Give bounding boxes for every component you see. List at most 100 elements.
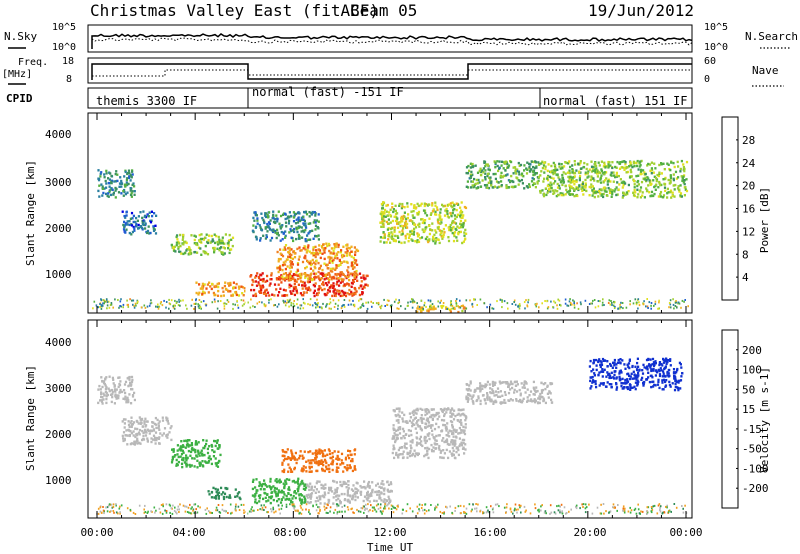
range-gate-cell	[473, 177, 476, 181]
range-gate-cell	[286, 294, 289, 297]
range-gate-cell	[429, 415, 432, 419]
range-gate-cell	[525, 172, 529, 175]
range-gate-cell	[272, 498, 275, 502]
range-gate-cell	[126, 434, 129, 437]
range-gate-cell	[320, 272, 323, 275]
range-gate-cell	[131, 183, 134, 187]
range-gate-cell	[224, 487, 227, 490]
range-gate-cell	[663, 367, 666, 371]
range-gate-cell	[323, 248, 326, 251]
range-gate-cell	[113, 384, 116, 388]
range-gate-cell	[597, 171, 600, 174]
range-gate-cell	[453, 233, 456, 236]
range-gate-cell	[669, 190, 672, 194]
range-gate-cell	[207, 456, 210, 460]
range-gate-cell	[268, 294, 271, 297]
range-gate-cell	[573, 175, 576, 178]
range-gate-cell	[659, 183, 662, 187]
range-gate-cell	[409, 450, 412, 453]
range-gate-cell	[218, 238, 221, 241]
range-gate-cell	[165, 434, 168, 437]
noise-cell	[569, 302, 572, 304]
range-gate-cell	[562, 171, 565, 174]
range-gate-cell	[463, 413, 466, 417]
range-gate-cell	[183, 439, 186, 443]
range-gate-cell	[131, 230, 134, 234]
range-gate-cell	[122, 437, 125, 440]
range-gate-cell	[283, 294, 286, 297]
range-gate-cell	[105, 376, 108, 379]
range-gate-cell	[314, 224, 318, 227]
range-gate-cell	[575, 186, 578, 189]
range-gate-cell	[258, 481, 261, 484]
range-gate-cell	[290, 470, 293, 473]
range-gate-cell	[294, 222, 298, 225]
range-gate-cell	[355, 259, 358, 262]
noise-cell	[393, 300, 396, 303]
range-gate-cell	[483, 398, 486, 401]
range-gate-cell	[123, 397, 126, 400]
range-gate-cell	[649, 183, 652, 186]
range-gate-cell	[110, 174, 113, 178]
range-gate-cell	[416, 423, 419, 427]
range-gate-cell	[105, 394, 108, 397]
range-gate-cell	[445, 207, 448, 211]
range-gate-cell	[439, 215, 442, 218]
range-gate-cell	[311, 258, 314, 262]
noise-cell	[106, 307, 108, 310]
range-gate-cell	[339, 463, 342, 466]
range-gate-cell	[326, 453, 329, 456]
noise-cell	[377, 303, 380, 306]
range-gate-cell	[317, 288, 321, 291]
noise-cell	[420, 299, 423, 302]
range-gate-cell	[493, 383, 496, 386]
range-gate-cell	[281, 268, 284, 272]
range-gate-cell	[353, 258, 356, 262]
range-gate-cell	[489, 176, 492, 179]
range-gate-cell	[354, 292, 357, 296]
range-gate-cell	[326, 283, 329, 287]
noise-cell	[106, 304, 109, 307]
range-gate-cell	[289, 228, 292, 231]
range-gate-cell	[397, 236, 400, 239]
range-gate-cell	[261, 216, 264, 220]
range-gate-cell	[188, 246, 191, 249]
range-gate-cell	[188, 439, 191, 442]
range-gate-cell	[327, 272, 330, 275]
noise-cell	[643, 300, 645, 303]
range-gate-cell	[393, 239, 396, 242]
range-gate-cell	[217, 235, 220, 239]
range-gate-cell	[293, 230, 296, 234]
range-gate-cell	[301, 467, 304, 470]
range-gate-cell	[234, 286, 237, 289]
noise-cell	[366, 307, 369, 310]
range-gate-cell	[217, 497, 220, 500]
range-gate-cell	[386, 480, 389, 483]
range-gate-cell	[560, 163, 563, 166]
range-gate-cell	[486, 174, 489, 178]
range-gate-cell	[352, 279, 355, 282]
noise-cell	[437, 300, 439, 303]
range-gate-cell	[417, 240, 421, 243]
range-gate-cell	[673, 195, 676, 198]
range-gate-cell	[276, 228, 279, 232]
range-gate-cell	[567, 171, 570, 174]
range-gate-cell	[100, 376, 103, 379]
range-gate-cell	[462, 431, 466, 434]
range-gate-cell	[277, 498, 280, 501]
range-gate-cell	[176, 444, 179, 447]
range-gate-cell	[432, 413, 435, 417]
range-gate-cell	[430, 448, 434, 452]
range-gate-cell	[425, 214, 429, 217]
range-gate-cell	[208, 234, 211, 237]
range-gate-cell	[288, 211, 291, 214]
range-gate-cell	[636, 357, 639, 360]
range-gate-cell	[229, 496, 232, 499]
range-gate-cell	[206, 283, 209, 286]
noise-cell	[159, 302, 162, 305]
range-gate-cell	[349, 466, 352, 469]
range-gate-cell	[190, 442, 193, 445]
range-gate-cell	[254, 494, 257, 497]
range-gate-cell	[642, 169, 645, 172]
range-gate-cell	[611, 366, 614, 369]
